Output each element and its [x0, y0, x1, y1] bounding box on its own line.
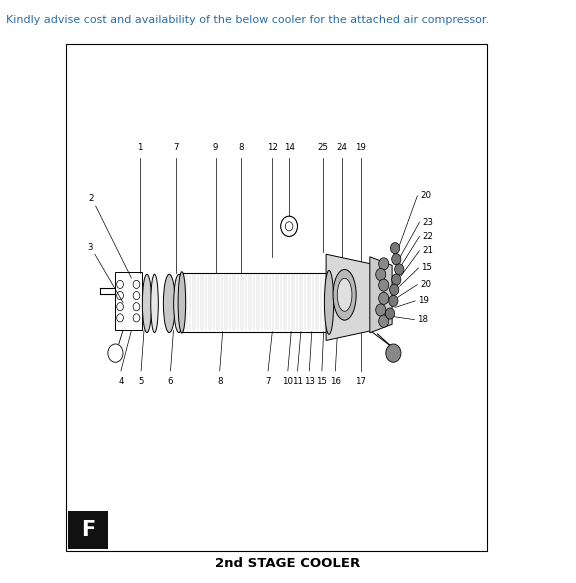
Text: 13: 13	[304, 377, 314, 386]
Text: 15: 15	[316, 377, 327, 386]
Ellipse shape	[174, 274, 184, 332]
Text: 4: 4	[118, 377, 124, 386]
Text: 24: 24	[336, 143, 347, 152]
Circle shape	[391, 243, 400, 254]
Circle shape	[395, 264, 404, 275]
Text: Kindly advise cost and availability of the below cooler for the attached air com: Kindly advise cost and availability of t…	[6, 15, 489, 24]
Bar	[115, 272, 142, 331]
Circle shape	[389, 296, 398, 307]
Text: 6: 6	[168, 377, 173, 386]
Text: 20: 20	[420, 280, 431, 289]
Text: 19: 19	[418, 296, 429, 305]
Ellipse shape	[164, 274, 175, 332]
Text: 9: 9	[213, 143, 218, 152]
Text: 12: 12	[267, 143, 278, 152]
Text: 16: 16	[330, 377, 341, 386]
Text: 7: 7	[266, 377, 271, 386]
Text: 20: 20	[420, 191, 431, 201]
Text: 19: 19	[355, 143, 366, 152]
Text: 10: 10	[282, 377, 293, 386]
Text: 7: 7	[173, 143, 179, 152]
Circle shape	[378, 315, 389, 327]
Ellipse shape	[151, 274, 158, 332]
Text: 5: 5	[138, 377, 144, 386]
Ellipse shape	[337, 278, 352, 311]
Circle shape	[392, 274, 401, 285]
Text: 3: 3	[87, 243, 93, 252]
Text: 2: 2	[88, 195, 93, 203]
Text: 23: 23	[422, 218, 433, 227]
Circle shape	[376, 268, 386, 280]
Text: 22: 22	[422, 232, 433, 241]
Circle shape	[392, 254, 401, 265]
Circle shape	[389, 284, 399, 296]
Circle shape	[386, 344, 401, 362]
Text: 17: 17	[355, 377, 366, 386]
Polygon shape	[370, 257, 392, 333]
Text: 15: 15	[421, 264, 432, 272]
Ellipse shape	[142, 274, 151, 332]
Text: 2nd STAGE COOLER: 2nd STAGE COOLER	[215, 557, 361, 570]
Circle shape	[385, 308, 395, 319]
Ellipse shape	[324, 271, 334, 335]
Text: 14: 14	[283, 143, 294, 152]
Circle shape	[378, 279, 389, 292]
Text: 11: 11	[292, 377, 303, 386]
Text: 1: 1	[137, 143, 143, 152]
Circle shape	[378, 258, 389, 270]
Circle shape	[376, 304, 386, 316]
Polygon shape	[326, 254, 373, 340]
Text: 25: 25	[317, 143, 328, 152]
Text: 18: 18	[417, 315, 428, 324]
Text: 21: 21	[422, 246, 433, 255]
Text: 8: 8	[238, 143, 244, 152]
Circle shape	[378, 292, 389, 304]
Text: F: F	[81, 520, 95, 540]
Ellipse shape	[333, 269, 356, 320]
Text: 8: 8	[217, 377, 222, 386]
Ellipse shape	[178, 272, 185, 333]
